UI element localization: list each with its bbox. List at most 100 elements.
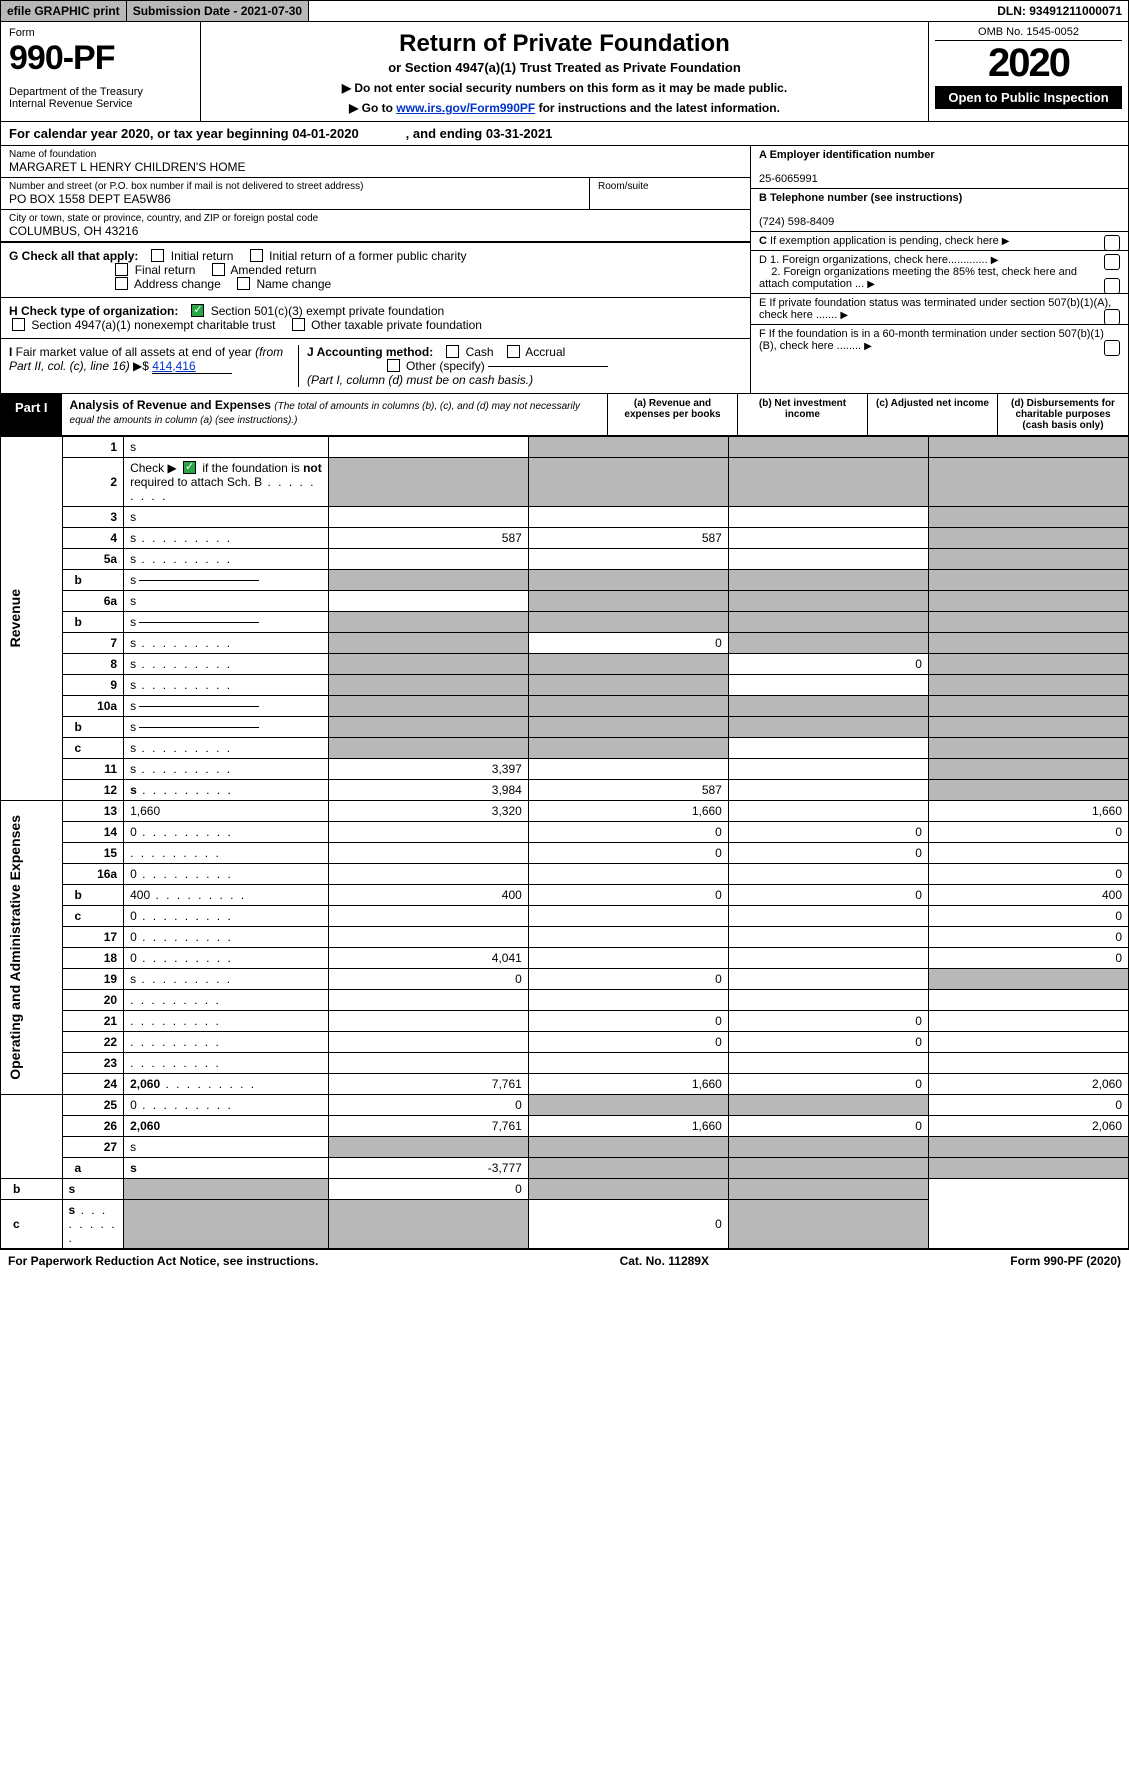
value-cell <box>928 591 1128 612</box>
value-cell: 3,397 <box>328 759 528 780</box>
identity-section: Name of foundation MARGARET L HENRY CHIL… <box>0 146 1129 394</box>
table-row: b40040000400 <box>1 885 1129 906</box>
value-cell: 0 <box>528 969 728 990</box>
initial-return-checkbox[interactable] <box>151 249 164 262</box>
line-description <box>124 843 329 864</box>
table-row: bs <box>1 717 1129 738</box>
value-cell <box>728 696 928 717</box>
line-description: s <box>124 969 329 990</box>
value-cell: 1,660 <box>528 1074 728 1095</box>
value-cell: 0 <box>728 843 928 864</box>
value-cell <box>528 570 728 591</box>
value-cell <box>728 780 928 801</box>
table-row: as-3,777 <box>1 1158 1129 1179</box>
c-checkbox[interactable] <box>1104 235 1120 251</box>
sch-b-checkbox[interactable] <box>183 461 196 474</box>
name-change-checkbox[interactable] <box>237 277 250 290</box>
value-cell: 1,660 <box>928 801 1128 822</box>
value-cell: 4,041 <box>328 948 528 969</box>
value-cell: 0 <box>528 1200 728 1249</box>
footer-left: For Paperwork Reduction Act Notice, see … <box>8 1254 318 1268</box>
line-number: 14 <box>62 822 124 843</box>
value-cell <box>728 717 928 738</box>
value-cell <box>728 864 928 885</box>
line-description: s <box>124 654 329 675</box>
table-row: bs <box>1 570 1129 591</box>
value-cell <box>528 507 728 528</box>
part1-header: Part I Analysis of Revenue and Expenses … <box>0 394 1129 436</box>
city-state-zip: COLUMBUS, OH 43216 <box>9 224 742 238</box>
value-cell: 0 <box>728 885 928 906</box>
cash-checkbox[interactable] <box>446 345 459 358</box>
line-description <box>124 1053 329 1074</box>
value-cell: 1,660 <box>528 801 728 822</box>
other-taxable-checkbox[interactable] <box>292 318 305 331</box>
d2-checkbox[interactable] <box>1104 278 1120 294</box>
table-row: 6as <box>1 591 1129 612</box>
final-return-checkbox[interactable] <box>115 263 128 276</box>
address-change-checkbox[interactable] <box>115 277 128 290</box>
value-cell: 0 <box>328 1095 528 1116</box>
value-cell <box>728 906 928 927</box>
irs-link[interactable]: www.irs.gov/Form990PF <box>396 101 535 115</box>
section-h: H Check type of organization: Section 50… <box>1 297 750 338</box>
value-cell <box>328 717 528 738</box>
value-cell: 587 <box>528 528 728 549</box>
value-cell <box>728 1179 928 1200</box>
value-cell: 0 <box>928 948 1128 969</box>
line-description: s <box>62 1200 124 1249</box>
value-cell <box>728 437 928 458</box>
submission-date-button[interactable]: Submission Date - 2021-07-30 <box>127 1 309 21</box>
value-cell <box>328 633 528 654</box>
line-number: 9 <box>62 675 124 696</box>
top-bar: efile GRAPHIC print Submission Date - 20… <box>0 0 1129 22</box>
instruction-2: ▶ Go to www.irs.gov/Form990PF for instru… <box>211 101 918 115</box>
line-description: s <box>124 759 329 780</box>
value-cell: 0 <box>528 633 728 654</box>
value-cell: 0 <box>728 1074 928 1095</box>
page-footer: For Paperwork Reduction Act Notice, see … <box>0 1249 1129 1272</box>
table-row: 25000 <box>1 1095 1129 1116</box>
4947a1-checkbox[interactable] <box>12 318 25 331</box>
line-description: 2,060 <box>124 1074 329 1095</box>
value-cell <box>928 675 1128 696</box>
blank-side <box>1 1095 63 1179</box>
form-header: Form 990-PF Department of the Treasury I… <box>0 22 1129 122</box>
value-cell <box>728 990 928 1011</box>
value-cell <box>328 990 528 1011</box>
line-number: c <box>62 906 124 927</box>
line-number: 27 <box>62 1137 124 1158</box>
e-checkbox[interactable] <box>1104 309 1120 325</box>
value-cell <box>124 1200 329 1249</box>
value-cell <box>728 507 928 528</box>
value-cell <box>928 1011 1128 1032</box>
line-number: 13 <box>62 801 124 822</box>
accrual-checkbox[interactable] <box>507 345 520 358</box>
line-description: s <box>124 1158 329 1179</box>
value-cell <box>528 612 728 633</box>
line-number: 21 <box>62 1011 124 1032</box>
initial-former-checkbox[interactable] <box>250 249 263 262</box>
value-cell <box>328 1053 528 1074</box>
value-cell <box>928 437 1128 458</box>
d1-label: D 1. Foreign organizations, check here..… <box>759 254 988 266</box>
table-row: 12s3,984587 <box>1 780 1129 801</box>
value-cell <box>928 1032 1128 1053</box>
line-description: s <box>124 591 329 612</box>
line-number: 15 <box>62 843 124 864</box>
value-cell <box>728 1158 928 1179</box>
501c3-checkbox[interactable] <box>191 304 204 317</box>
value-cell <box>528 1137 728 1158</box>
other-method-checkbox[interactable] <box>387 359 400 372</box>
value-cell <box>328 437 528 458</box>
f-checkbox[interactable] <box>1104 340 1120 356</box>
d1-checkbox[interactable] <box>1104 254 1120 270</box>
efile-print-button[interactable]: efile GRAPHIC print <box>1 1 127 21</box>
line-number: 22 <box>62 1032 124 1053</box>
line-description: s <box>124 528 329 549</box>
line-number: 18 <box>62 948 124 969</box>
value-cell <box>928 612 1128 633</box>
value-cell <box>928 780 1128 801</box>
fmv-value-link[interactable]: 414,416 <box>152 359 232 374</box>
amended-return-checkbox[interactable] <box>212 263 225 276</box>
